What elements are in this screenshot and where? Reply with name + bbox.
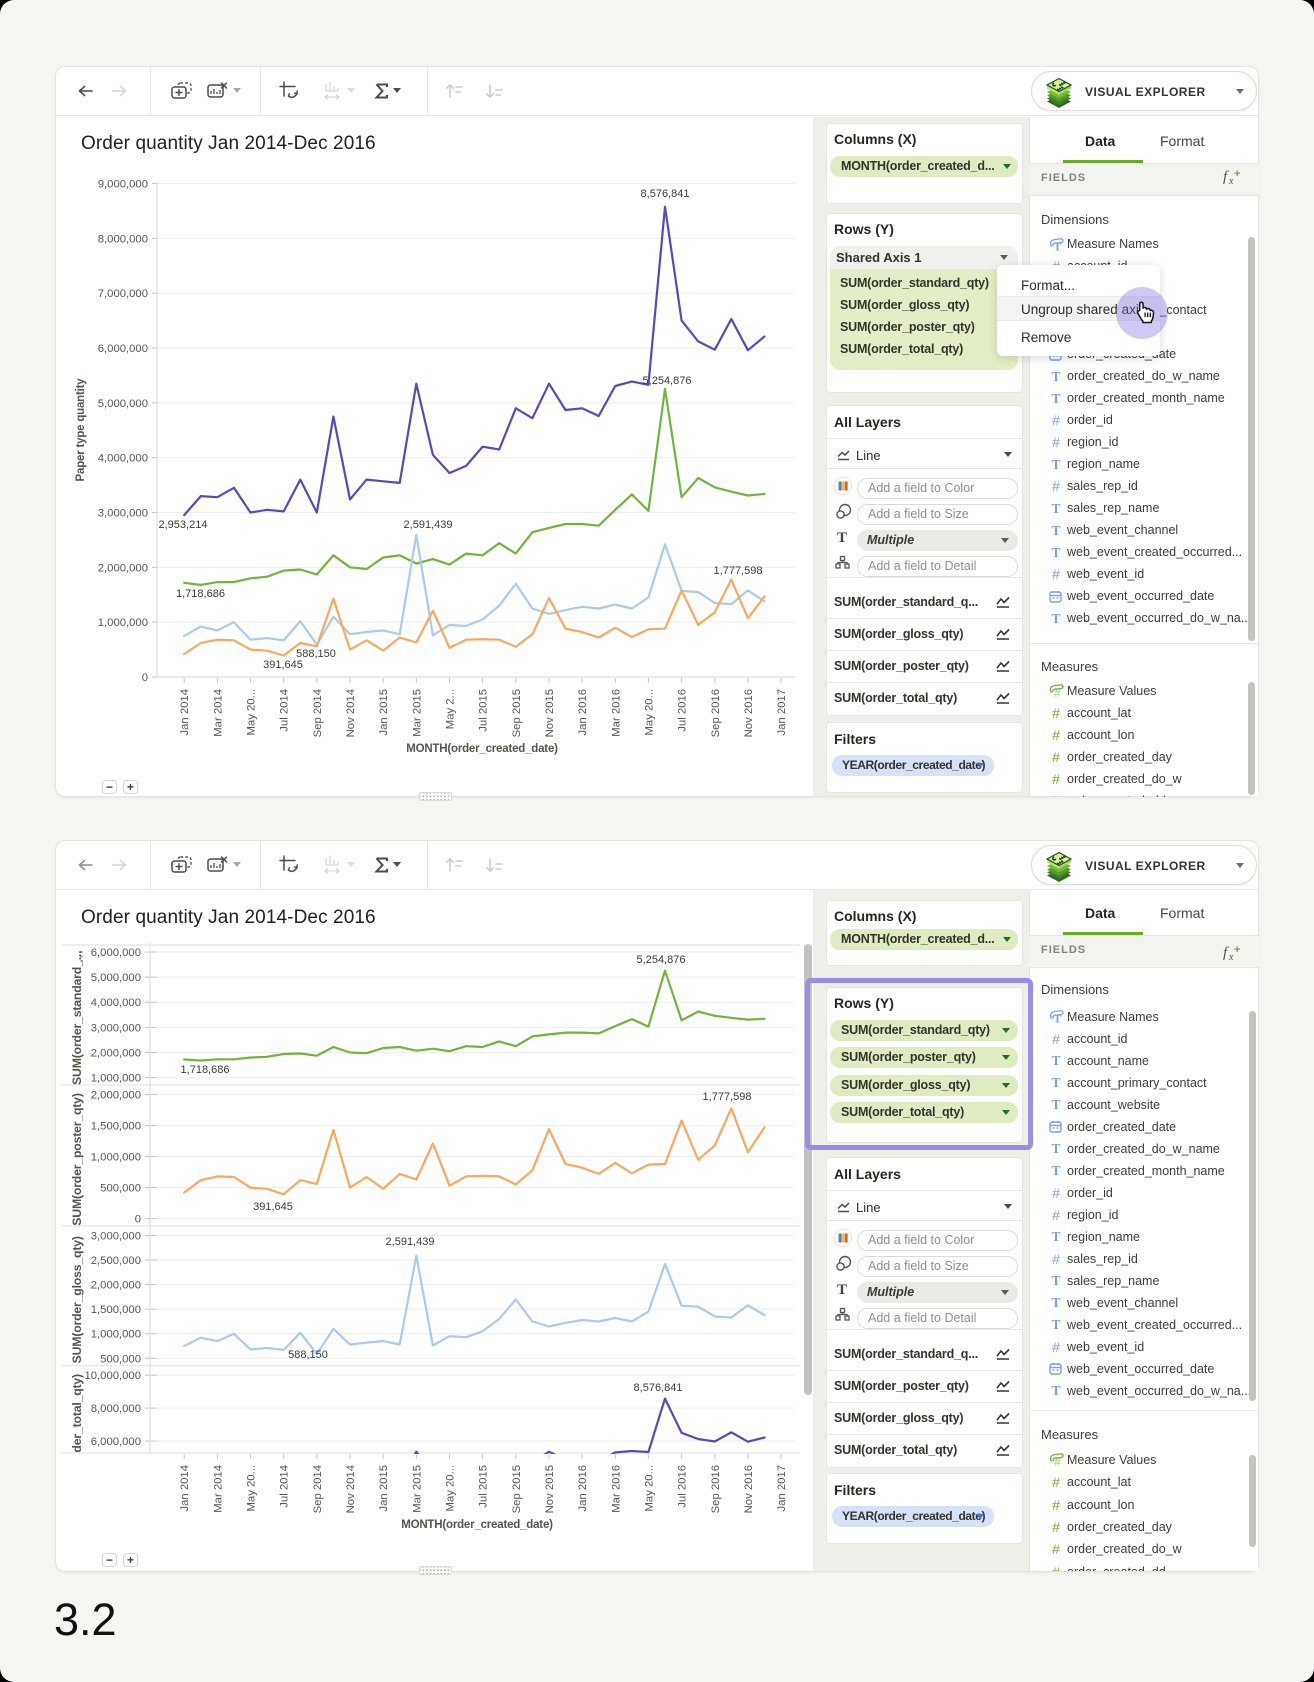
svg-text:f: f xyxy=(1223,945,1229,961)
svg-text:#: # xyxy=(1054,1455,1061,1468)
svg-text:+: + xyxy=(1234,168,1240,180)
svg-text:x: x xyxy=(1228,952,1234,962)
svg-text:T: T xyxy=(1054,1012,1062,1026)
svg-text:+: + xyxy=(1234,944,1240,956)
svg-text:T: T xyxy=(1054,239,1062,253)
svg-text:x: x xyxy=(1228,176,1234,186)
svg-text:#: # xyxy=(1054,686,1061,699)
svg-text:f: f xyxy=(1223,169,1229,185)
